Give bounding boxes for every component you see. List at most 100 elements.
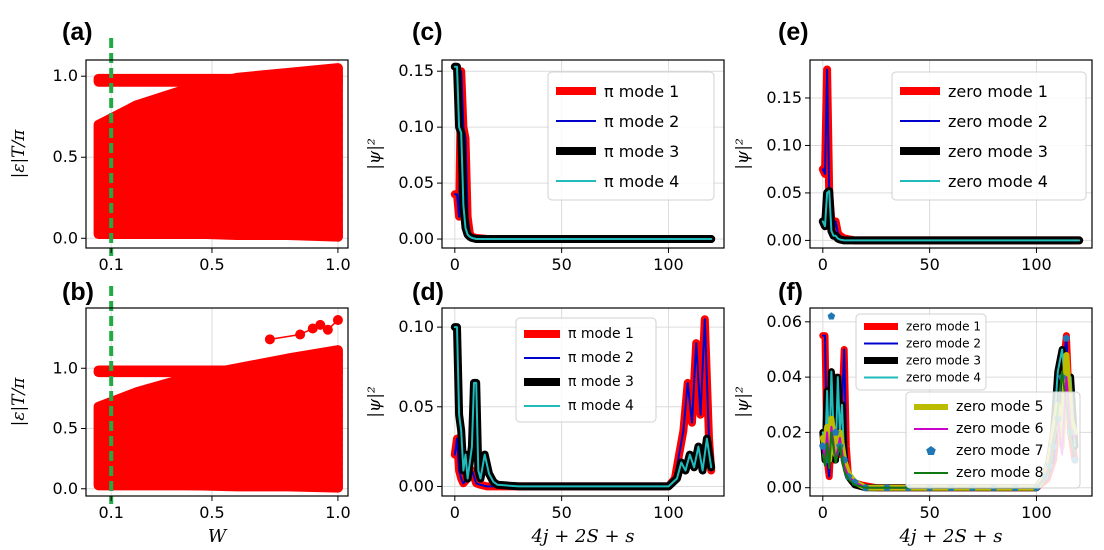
panel-label-c: (c) [412, 18, 443, 46]
y-axis-label: |ψ|² [365, 386, 385, 418]
x-tick-label: 1.0 [325, 503, 350, 522]
spectrum-point [332, 77, 343, 88]
legend-label-3: zero mode 4 [906, 371, 981, 385]
y-tick-label: 0.10 [766, 135, 802, 154]
spectrum-point [332, 183, 343, 194]
spectrum-point [332, 150, 343, 161]
legend-label-2: π mode 3 [604, 142, 679, 161]
spectrum-point [332, 215, 343, 226]
series-line-3 [453, 326, 713, 488]
x-tick-label: 50 [919, 255, 939, 274]
spectrum-point [332, 102, 343, 112]
x-tick-label: 0.1 [98, 255, 123, 274]
x-tick-label: 0.5 [199, 255, 224, 274]
spectrum-fill [93, 63, 343, 242]
legend-box [547, 71, 715, 201]
y-tick-label: 1.0 [53, 358, 78, 377]
y-tick-label: 0.10 [398, 117, 434, 136]
spectrum-point [332, 223, 343, 234]
legend-label-2: zero mode 3 [906, 354, 981, 368]
y-tick-label: 0.5 [53, 147, 78, 166]
y-tick-label: 0.02 [766, 422, 802, 441]
legend-box [891, 71, 1087, 201]
spectrum-point [315, 319, 326, 330]
series-point-6 [827, 312, 836, 320]
spectrum-point [332, 134, 343, 145]
x-tick-label: 100 [653, 255, 684, 274]
spectrum-point [332, 315, 343, 326]
chart-panel-f: 0 50 100 0.00 0.02 0.04 0.06 |ψ|² 4j + 2S + s zer… [733, 307, 1093, 547]
y-tick-label: 0.04 [766, 367, 802, 386]
axes-frame [441, 307, 725, 497]
spectrum-point [332, 69, 343, 80]
legend-label-7: zero mode 8 [956, 465, 1044, 481]
y-tick-label: 0.15 [766, 88, 802, 107]
y-tick-label: 0.10 [398, 317, 434, 336]
legend-label-2: zero mode 3 [948, 142, 1048, 161]
legend-box [515, 317, 657, 423]
plot-area [450, 62, 716, 243]
spectrum-point [332, 166, 343, 177]
chart-panel-c: 0 50 100 0.00 0.05 0.10 0.15 |ψ|² π mode 1 π mode… [365, 59, 725, 274]
legend-label-1: π mode 2 [568, 350, 634, 366]
spectrum-point [332, 110, 343, 121]
y-tick-label: 0.0 [53, 479, 78, 498]
x-axis-label: 4j + 2S + s [898, 526, 1002, 547]
axes-frame [809, 307, 1093, 497]
plot-area [818, 65, 1084, 245]
legend-label-1: π mode 2 [604, 112, 679, 131]
y-tick-label: 0.05 [398, 173, 434, 192]
series-line-3 [821, 190, 1081, 242]
legend-label-0: π mode 1 [604, 82, 679, 101]
y-axis-label: |ε|T/π [9, 377, 29, 427]
x-tick-label: 100 [653, 503, 684, 522]
spectrum-band-1 [93, 478, 343, 491]
chart-panel-d: 0 50 100 0.00 0.05 0.10 |ψ|² 4j + 2S + s π mode … [365, 307, 725, 547]
x-tick-label: 1.0 [325, 255, 350, 274]
spectrum-point [332, 231, 343, 242]
legend-label-0: zero mode 1 [906, 320, 981, 334]
spectrum-band-1 [93, 226, 343, 240]
y-tick-label: 0.00 [398, 229, 434, 248]
spectrum-point [332, 207, 343, 218]
spectrum-point [332, 93, 343, 104]
axes-frame [85, 307, 349, 497]
y-tick-label: 0.06 [766, 312, 802, 331]
x-tick-label: 0 [450, 503, 460, 522]
legend-swatch-6 [926, 446, 936, 455]
spectrum-point [332, 142, 343, 153]
legend-label-2: π mode 3 [568, 374, 634, 390]
legend-label-0: zero mode 1 [948, 82, 1048, 101]
x-tick-label: 100 [1021, 503, 1052, 522]
x-tick-label: 50 [551, 255, 571, 274]
y-axis-label: |ψ|² [365, 138, 385, 170]
spectrum-point [332, 199, 343, 210]
series-point-6 [819, 442, 827, 450]
legend-label-3: π mode 4 [604, 172, 679, 191]
x-tick-label: 0 [818, 503, 828, 522]
y-tick-label: 0.00 [766, 230, 802, 249]
legend-label-3: zero mode 4 [948, 172, 1048, 191]
legend-box [855, 313, 987, 391]
y-axis-label: |ψ|² [733, 138, 753, 170]
x-tick-label: 0.5 [199, 503, 224, 522]
spectrum-band-0 [93, 365, 343, 378]
axes-frame [85, 59, 349, 249]
legend-label-0: π mode 1 [568, 326, 634, 342]
y-tick-label: 1.0 [53, 66, 78, 85]
chart-panel-a: 0.1 0.5 1.0 0.0 0.5 1.0 |ε|T/π [9, 38, 351, 274]
legend-label-1: zero mode 2 [906, 337, 981, 351]
y-tick-label: 0.05 [398, 397, 434, 416]
legend-label-5: zero mode 6 [956, 421, 1044, 437]
legend-label-6: zero mode 7 [956, 443, 1044, 459]
spectrum-point [332, 191, 343, 202]
spectrum-band-0 [93, 73, 343, 87]
x-axis-label: 4j + 2S + s [530, 526, 634, 547]
panel-label-b: (b) [62, 278, 94, 306]
chart-panel-e: 0 50 100 0.00 0.05 0.10 0.15 |ψ|² zero mode 1 zer… [733, 59, 1093, 274]
y-tick-label: 0.15 [398, 61, 434, 80]
panel-label-e: (e) [778, 18, 809, 46]
series-point-6 [1062, 334, 1071, 342]
panel-label-d: (d) [412, 278, 444, 306]
spectrum-point [332, 350, 343, 360]
